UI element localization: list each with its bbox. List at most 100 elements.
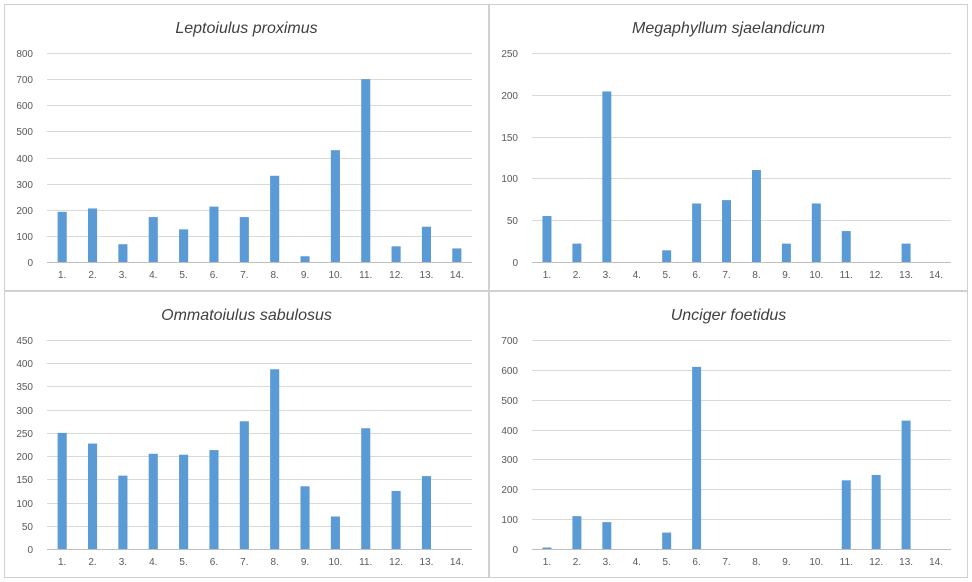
- bar: [841, 231, 851, 262]
- bar: [209, 206, 219, 262]
- y-tick-label: 300: [16, 180, 33, 191]
- bar: [811, 203, 821, 262]
- x-tick-label: 3.: [603, 557, 611, 568]
- y-tick-label: 400: [16, 359, 33, 370]
- bar: [572, 243, 582, 262]
- y-tick-label: 700: [501, 336, 518, 347]
- y-tick-label: 350: [16, 382, 33, 393]
- x-tick-label: 10.: [809, 270, 823, 281]
- bar: [270, 175, 280, 262]
- y-tick-label: 0: [512, 258, 518, 269]
- x-tick-label: 1.: [543, 270, 551, 281]
- y-tick-label: 400: [501, 426, 518, 437]
- x-tick-label: 3.: [119, 557, 127, 568]
- bar: [87, 208, 98, 262]
- bar: [901, 243, 911, 262]
- x-tick-label: 3.: [603, 270, 611, 281]
- x-tick-label: 13.: [420, 270, 434, 281]
- x-tick-label: 3.: [119, 270, 127, 281]
- bar: [572, 516, 582, 549]
- bar: [239, 217, 249, 262]
- bar: [841, 480, 851, 549]
- chart-title: Unciger foetidus: [671, 307, 787, 324]
- x-tick-label: 7.: [722, 557, 730, 568]
- chart-svg: Ommatoiulus sabulosus 0 50 100 150 200 250 300 3…: [16, 307, 472, 568]
- bar: [662, 250, 672, 262]
- x-tick-label: 2.: [573, 557, 581, 568]
- bar: [118, 475, 128, 549]
- y-tick-label: 300: [16, 406, 33, 417]
- x-tick-label: 5.: [663, 557, 671, 568]
- x-tick-label: 11.: [840, 557, 853, 568]
- y-tick-label: 0: [27, 258, 33, 269]
- x-tick-label: 6.: [210, 270, 218, 281]
- y-tick-label: 0: [512, 545, 518, 556]
- bar: [270, 369, 280, 549]
- bar: [330, 150, 340, 262]
- x-tick-label: 8.: [271, 270, 279, 281]
- x-tick-label: 11.: [359, 270, 372, 281]
- y-tick-label: 100: [501, 174, 518, 185]
- bar: [542, 547, 552, 549]
- y-tick-label: 50: [22, 522, 34, 533]
- chart-svg: Leptoiulus proximus 0 100 200 300 400 500 600 70…: [16, 20, 472, 281]
- bar: [421, 226, 432, 262]
- x-tick-label: 11.: [359, 557, 372, 568]
- x-tick-label: 4.: [149, 557, 157, 568]
- y-tick-label: 800: [16, 49, 33, 60]
- y-tick-label: 500: [501, 396, 518, 407]
- chart-svg: Megaphyllum sjaelandicum 0 50 100 150 200 250 1…: [501, 20, 951, 281]
- bar: [391, 490, 401, 549]
- bar: [391, 246, 401, 262]
- y-tick-label: 300: [501, 455, 518, 466]
- bar: [452, 248, 462, 262]
- bar: [57, 211, 67, 262]
- bar: [300, 486, 310, 549]
- x-tick-label: 14.: [929, 557, 943, 568]
- x-tick-label: 10.: [809, 557, 823, 568]
- chart-title: Leptoiulus proximus: [175, 20, 317, 37]
- x-tick-label: 7.: [240, 557, 248, 568]
- chart-panel-ommatoiulus: Ommatoiulus sabulosus 0 50 100 150 200 250 300 3…: [4, 291, 489, 578]
- x-tick-label: 9.: [301, 270, 309, 281]
- x-tick-label: 1.: [58, 270, 66, 281]
- y-tick-label: 150: [501, 133, 518, 144]
- y-tick-label: 600: [501, 366, 518, 377]
- x-tick-label: 14.: [929, 270, 943, 281]
- bar: [542, 216, 552, 262]
- chart-title: Ommatoiulus sabulosus: [161, 307, 332, 324]
- x-tick-label: 11.: [840, 270, 853, 281]
- x-tick-label: 8.: [271, 557, 279, 568]
- x-tick-label: 4.: [633, 557, 641, 568]
- bar: [148, 453, 158, 549]
- chart-panel-leptoiulus: Leptoiulus proximus 0 100 200 300 400 500 600 70…: [4, 4, 489, 291]
- bar: [239, 421, 249, 549]
- y-tick-label: 50: [507, 216, 519, 227]
- y-tick-label: 100: [501, 515, 518, 526]
- bar: [179, 229, 189, 262]
- y-tick-label: 400: [16, 154, 33, 165]
- y-tick-label: 100: [16, 499, 33, 510]
- y-tick-label: 450: [16, 336, 33, 347]
- x-tick-label: 9.: [782, 557, 790, 568]
- bar: [781, 243, 791, 262]
- bar: [118, 244, 128, 262]
- x-tick-label: 6.: [210, 557, 218, 568]
- x-tick-label: 12.: [869, 557, 883, 568]
- x-tick-label: 6.: [692, 557, 700, 568]
- bar: [751, 170, 761, 262]
- y-tick-label: 100: [16, 232, 33, 243]
- x-tick-label: 1.: [543, 557, 551, 568]
- y-tick-label: 250: [501, 49, 518, 60]
- x-tick-label: 5.: [179, 270, 187, 281]
- x-tick-label: 6.: [692, 270, 700, 281]
- chart-panel-megaphyllum: Megaphyllum sjaelandicum 0 50 100 150 200 250 1…: [489, 4, 968, 291]
- x-tick-label: 5.: [663, 270, 671, 281]
- x-tick-label: 10.: [328, 270, 342, 281]
- bar: [300, 256, 310, 262]
- bar: [692, 203, 702, 262]
- bar: [421, 476, 432, 549]
- chart-title: Megaphyllum sjaelandicum: [632, 20, 825, 37]
- x-tick-label: 8.: [752, 270, 760, 281]
- bar: [901, 420, 911, 549]
